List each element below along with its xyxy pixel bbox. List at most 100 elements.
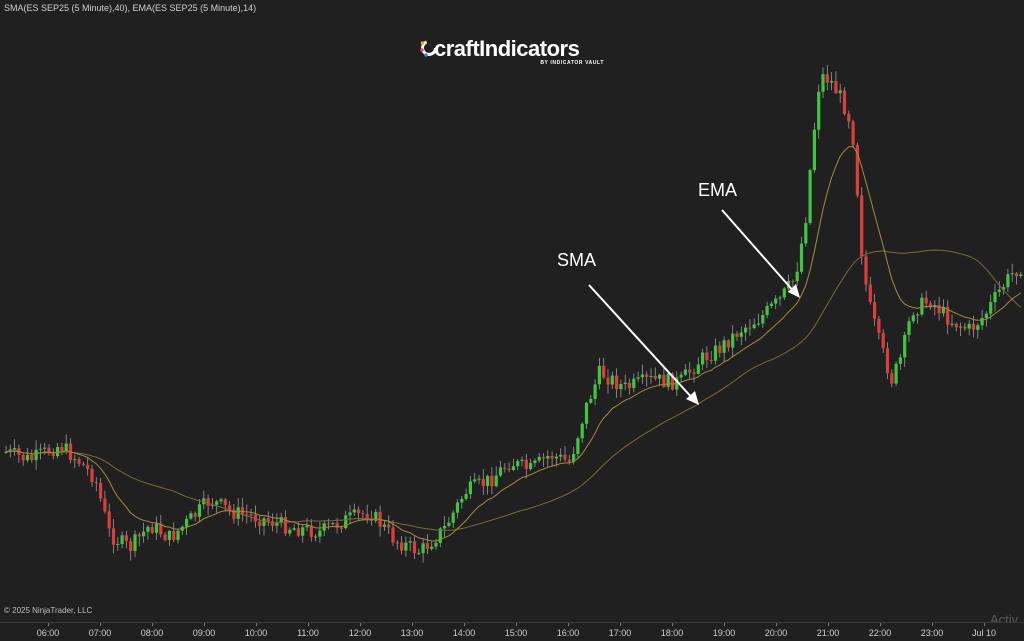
candle-body[interactable] [357,509,361,514]
candle-body[interactable] [77,459,81,464]
candle-body[interactable] [885,348,890,374]
candle-body[interactable] [193,513,197,517]
candle-body[interactable] [21,454,25,461]
candle-body[interactable] [533,460,537,463]
candle-body[interactable] [1006,274,1010,288]
candle-body[interactable] [137,534,141,537]
candle-body[interactable] [309,525,313,538]
candle-body[interactable] [103,498,107,512]
candle-body[interactable] [825,74,829,83]
candle-body[interactable] [593,384,597,399]
candle-body[interactable] [111,528,116,545]
candle-body[interactable] [662,374,666,387]
candle-body[interactable] [99,482,103,499]
candle-body[interactable] [520,459,524,462]
candle-body[interactable] [645,374,649,378]
candle-body[interactable] [937,304,941,314]
candle-body[interactable] [249,514,253,516]
candle-body[interactable] [559,454,563,457]
candle-body[interactable] [971,323,976,330]
candle-body[interactable] [623,382,627,385]
candle-body[interactable] [554,456,558,459]
candle-body[interactable] [326,523,331,525]
candle-body[interactable] [498,467,503,476]
candle-body[interactable] [658,374,662,379]
candle-body[interactable] [129,541,133,551]
candle-body[interactable] [60,446,64,451]
candle-body[interactable] [804,222,808,244]
candle-body[interactable] [838,90,842,94]
time-axis[interactable]: 06:00 07:00 08:00 09:00 10:00 11:00 12:00 13:00… [0,622,1024,641]
candle-body[interactable] [563,454,567,460]
candle-body[interactable] [374,511,378,521]
candle-body[interactable] [90,468,94,483]
candle-body[interactable] [279,517,283,523]
candle-body[interactable] [615,375,619,390]
candle-body[interactable] [537,456,541,461]
candle-body[interactable] [726,340,730,348]
candle-body[interactable] [756,323,761,325]
candle-body[interactable] [636,377,640,379]
candle-body[interactable] [761,314,765,324]
candle-body[interactable] [339,527,343,529]
candle-body[interactable] [877,318,881,333]
candle-body[interactable] [959,326,963,328]
candle-body[interactable] [713,345,718,361]
candle-body[interactable] [567,459,571,462]
candle-body[interactable] [460,498,464,503]
candle-body[interactable] [997,289,1001,292]
candle-body[interactable] [584,402,589,424]
candle-body[interactable] [150,526,154,533]
candle-body[interactable] [159,523,163,535]
candle-body[interactable] [903,334,907,358]
candle-body[interactable] [352,509,356,513]
candle-body[interactable] [967,323,971,329]
candle-body[interactable] [928,303,933,308]
candle-body[interactable] [120,535,124,545]
candle-body[interactable] [752,324,756,329]
candle-body[interactable] [572,454,576,462]
candle-body[interactable] [516,461,520,467]
candle-body[interactable] [421,543,425,554]
candle-body[interactable] [494,475,498,487]
candle-body[interactable] [692,372,696,374]
candle-body[interactable] [477,478,481,480]
candle-body[interactable] [365,514,369,520]
candle-body[interactable] [541,456,546,459]
candle-body[interactable] [400,542,404,551]
candle-body[interactable] [387,524,391,528]
candle-body[interactable] [873,302,877,319]
candle-body[interactable] [81,463,85,465]
candle-body[interactable] [774,298,778,304]
candle-body[interactable] [30,454,34,461]
candle-body[interactable] [511,466,515,470]
candle-body[interactable] [799,243,804,272]
candle-body[interactable] [619,384,623,390]
candle-body[interactable] [670,373,675,390]
candle-body[interactable] [817,91,821,130]
candle-body[interactable] [232,509,236,519]
candle-body[interactable] [524,459,528,470]
candle-body[interactable] [666,373,670,387]
candle-body[interactable] [984,313,988,318]
candle-body[interactable] [1014,273,1019,277]
candle-body[interactable] [1019,274,1023,277]
candle-body[interactable] [455,502,460,513]
candle-body[interactable] [830,81,834,83]
candle-body[interactable] [1002,287,1006,290]
candle-body[interactable] [589,398,593,403]
candle-body[interactable] [610,375,614,385]
candle-body[interactable] [64,443,68,451]
candle-body[interactable] [769,303,773,306]
candle-body[interactable] [898,357,902,364]
candle-body[interactable] [529,462,533,470]
candle-body[interactable] [894,363,898,384]
candle-body[interactable] [116,544,120,546]
candle-body[interactable] [185,518,189,527]
candle-body[interactable] [606,377,610,385]
candle-body[interactable] [13,448,17,450]
candle-body[interactable] [210,504,214,506]
candle-body[interactable] [812,129,816,171]
candle-body[interactable] [258,521,262,526]
candle-body[interactable] [946,306,950,325]
